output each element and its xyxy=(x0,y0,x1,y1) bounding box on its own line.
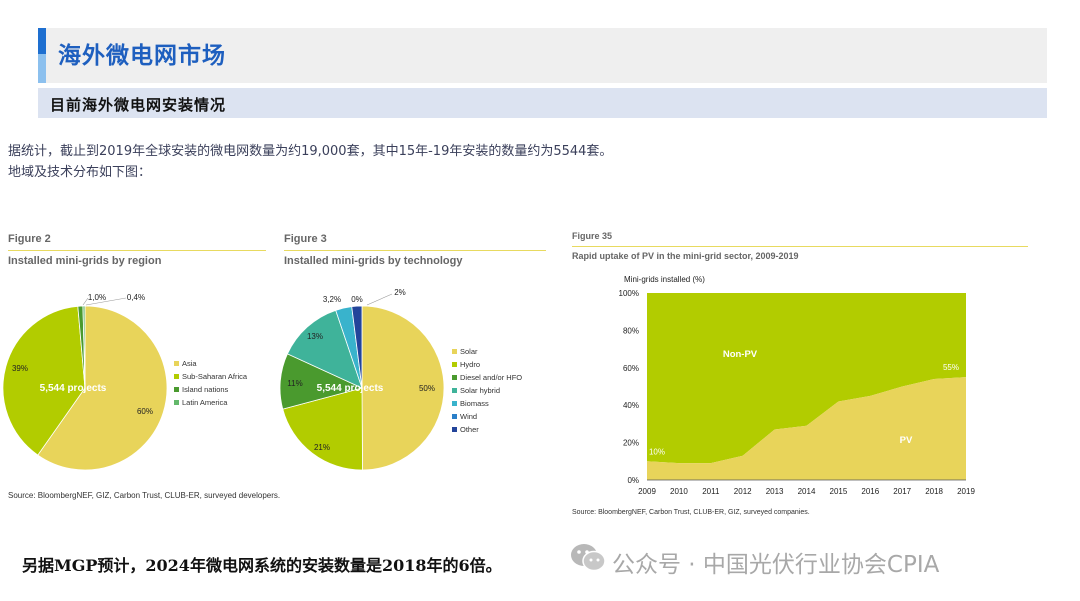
legend-swatch xyxy=(174,374,179,379)
x-tick-label: 2014 xyxy=(798,487,816,496)
legend-swatch xyxy=(174,387,179,392)
y-tick-label: 0% xyxy=(627,476,639,485)
data-annotation: 10% xyxy=(649,447,665,456)
source-right: Source: BloombergNEF, Carbon Trust, CLUB… xyxy=(572,509,810,516)
legend-label: Diesel and/or HFO xyxy=(460,373,522,382)
pie-value-label: 60% xyxy=(137,407,153,416)
intro-line-1: 据统计，截止到2019年全球安装的微电网数量为约19,000套，其中15年-19… xyxy=(8,144,613,159)
x-tick-label: 2010 xyxy=(670,487,688,496)
wechat-icon xyxy=(571,544,606,572)
x-tick-label: 2015 xyxy=(830,487,848,496)
fig2-number: Figure 2 xyxy=(8,233,51,245)
legend-label: Sub-Saharan Africa xyxy=(182,372,248,381)
footer-note: 另据MGP预计，2024年微电网系统的安装数量是2018年的6倍。 xyxy=(22,556,502,575)
pie-center-label: 5,544 projects xyxy=(317,383,384,394)
area-pv xyxy=(647,377,966,480)
x-tick-label: 2013 xyxy=(766,487,784,496)
subtitle-bar xyxy=(38,88,1047,118)
pie-slice-sub-saharan-africa xyxy=(2,305,86,456)
pie-value-label: 3,2% xyxy=(323,295,341,304)
x-tick-label: 2019 xyxy=(957,487,975,496)
y-axis-label: Mini-grids installed (%) xyxy=(624,275,705,284)
legend-label: Biomass xyxy=(460,399,489,408)
legend-label: Other xyxy=(460,425,479,434)
pie-leader-line xyxy=(366,293,393,306)
x-tick-label: 2009 xyxy=(638,487,656,496)
page-title: 海外微电网市场 xyxy=(58,42,226,69)
technology-pie-chart: 50% 21% 11% 13% 3,2% 0% 2% 5,544 projects Solar H… xyxy=(279,288,522,471)
intro-line-2: 地域及技术分布如下图： xyxy=(8,165,152,180)
x-tick-label: 2012 xyxy=(734,487,752,496)
pie-slice-hydro xyxy=(282,387,363,471)
fig3-rule xyxy=(284,250,546,251)
fig35-number: Figure 35 xyxy=(572,231,613,241)
area-non-pv xyxy=(647,293,966,464)
title-bar xyxy=(38,28,1047,83)
legend-swatch xyxy=(452,401,457,406)
pie-value-label: 1,0% xyxy=(88,293,106,302)
watermark-text: 公众号 · 中国光伏行业协会CPIA xyxy=(612,552,940,578)
legend-label: Latin America xyxy=(182,398,228,407)
y-tick-label: 80% xyxy=(623,326,639,335)
legend-swatch xyxy=(452,388,457,393)
pv-uptake-area-chart: 0% 20% 40% 60% 80% 100% 2009 2010 2011 2012 2013 20… xyxy=(619,275,976,496)
pie-leader-line xyxy=(82,297,89,306)
source-left: Source: BloombergNEF, GIZ, Carbon Trust,… xyxy=(8,491,281,500)
fig2-rule xyxy=(8,250,266,251)
pie-slice-latin-america xyxy=(82,305,86,389)
page-subtitle: 目前海外微电网安装情况 xyxy=(50,96,227,114)
legend-swatch xyxy=(452,375,457,380)
legend-swatch xyxy=(174,400,179,405)
pie-value-label: 39% xyxy=(12,364,28,373)
pie-value-label: 50% xyxy=(419,384,435,393)
pie-value-label: 13% xyxy=(307,332,323,341)
legend-swatch xyxy=(452,414,457,419)
region-pie-chart: 60% 39% 1,0% 0,4% 5,544 projects Asia Sub-Saha… xyxy=(2,293,248,471)
series-label-non-pv: Non-PV xyxy=(723,349,758,360)
legend-label: Wind xyxy=(460,412,477,421)
x-tick-label: 2018 xyxy=(925,487,943,496)
y-tick-label: 40% xyxy=(623,401,639,410)
y-tick-label: 100% xyxy=(619,289,639,298)
legend-label: Hydro xyxy=(460,360,480,369)
legend-swatch xyxy=(452,427,457,432)
legend-label: Island nations xyxy=(182,385,229,394)
pie-slice-other xyxy=(351,305,363,389)
pie-slice-solar xyxy=(361,305,445,471)
pie-value-label: 21% xyxy=(314,443,330,452)
x-tick-label: 2016 xyxy=(861,487,879,496)
intro-paragraph: 据统计，截止到2019年全球安装的微电网数量为约19,000套，其中15年-19… xyxy=(8,141,612,183)
pie-value-label: 2% xyxy=(394,288,406,297)
x-tick-label: 2017 xyxy=(893,487,911,496)
fig35-caption: Rapid uptake of PV in the mini-grid sect… xyxy=(572,251,799,261)
series-label-pv: PV xyxy=(900,435,913,446)
legend-label: Asia xyxy=(182,359,197,368)
legend-label: Solar hybrid xyxy=(460,386,500,395)
pie-value-label: 11% xyxy=(287,379,302,388)
pie-leader-line xyxy=(85,297,127,306)
data-annotation: 55% xyxy=(943,363,959,372)
fig2-caption: Installed mini-grids by region xyxy=(8,255,162,267)
title-accent-bar xyxy=(38,28,46,54)
title-accent-bar-light xyxy=(38,54,46,83)
fig3-number: Figure 3 xyxy=(284,233,327,245)
y-tick-label: 20% xyxy=(623,439,639,448)
pie-center-label: 5,544 projects xyxy=(40,383,107,394)
pie-value-label: 0,4% xyxy=(127,293,145,302)
pie-slice-asia xyxy=(37,305,168,471)
pie-slice-solar-hybrid xyxy=(286,309,363,389)
x-tick-label: 2011 xyxy=(702,487,720,496)
legend-label: Solar xyxy=(460,347,478,356)
legend-swatch xyxy=(174,361,179,366)
pie-value-label: 0% xyxy=(351,295,363,304)
y-tick-label: 60% xyxy=(623,364,639,373)
fig35-rule xyxy=(572,246,1028,247)
fig3-caption: Installed mini-grids by technology xyxy=(284,255,463,267)
legend-swatch xyxy=(452,362,457,367)
legend-swatch xyxy=(452,349,457,354)
